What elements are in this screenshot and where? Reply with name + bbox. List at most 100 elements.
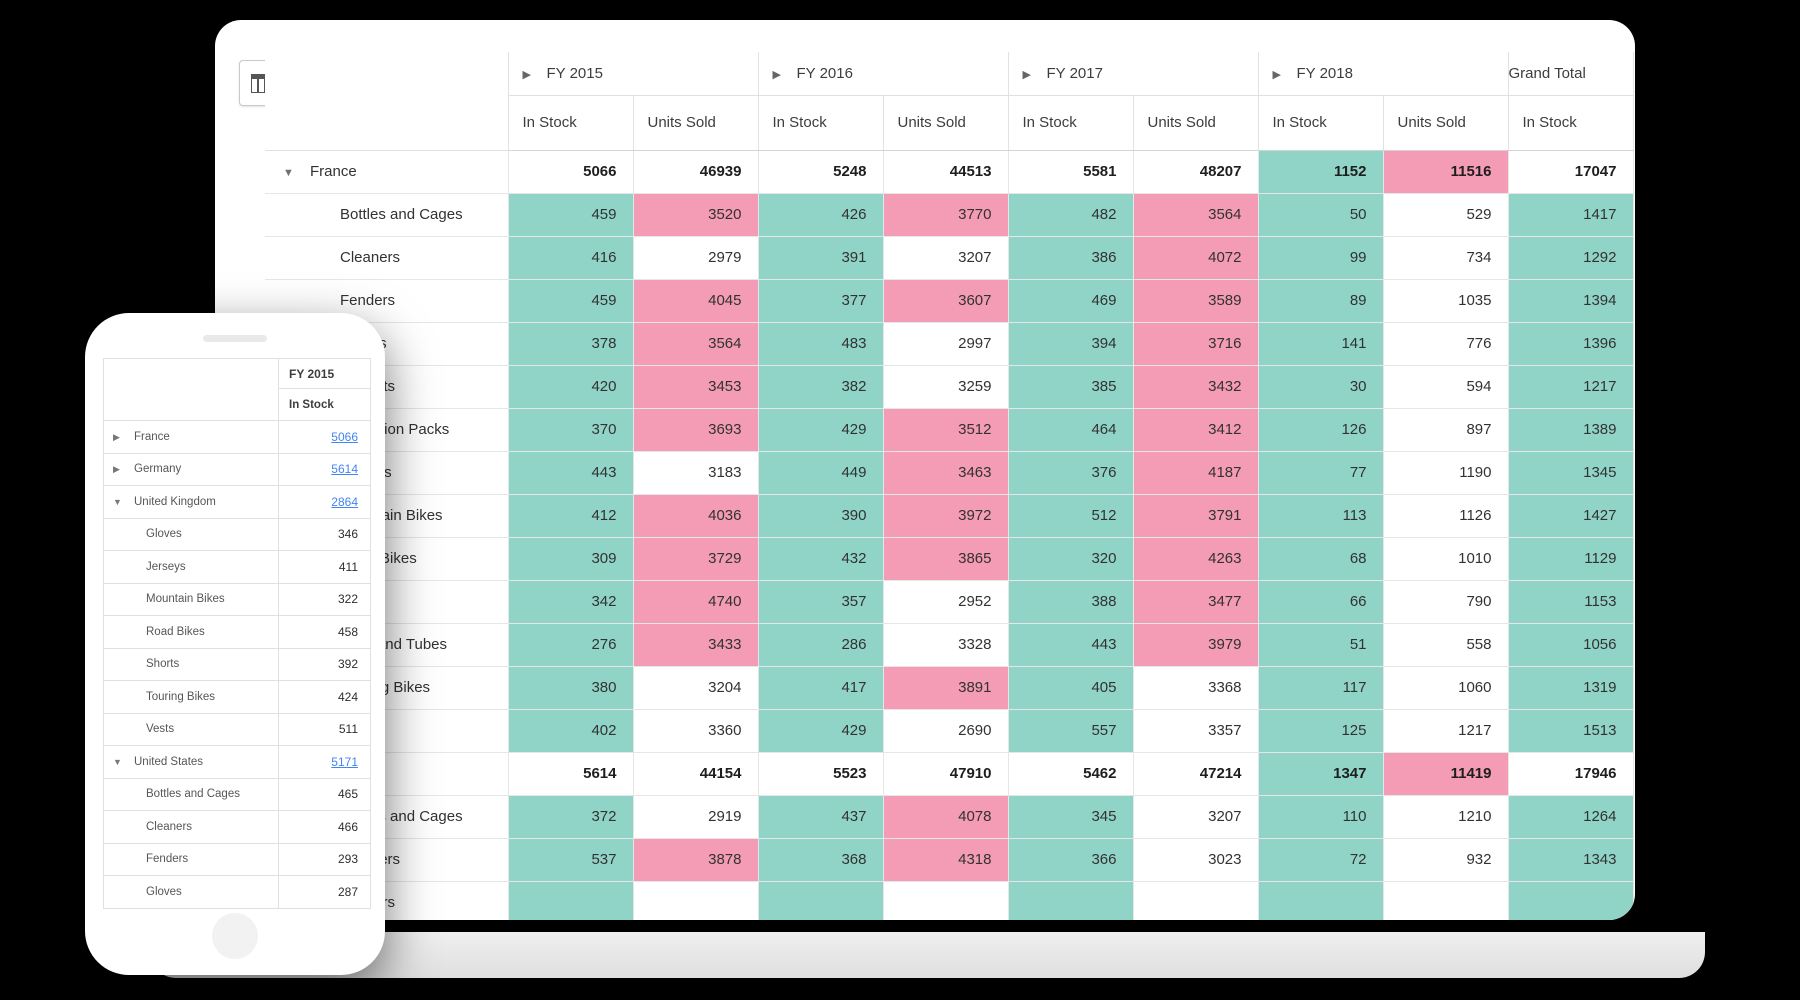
- value-cell: 2690: [883, 709, 1009, 753]
- value-cell: 5523: [758, 752, 884, 796]
- phone-row-label-united-kingdom[interactable]: ▼ United Kingdom: [103, 485, 279, 519]
- phone-measure-header: In Stock: [278, 388, 371, 421]
- measure-header-2-in-stock: In Stock: [758, 95, 884, 151]
- value-cell: 3878: [633, 838, 759, 882]
- expand-expanded-icon[interactable]: ▼: [113, 756, 122, 767]
- value-cell: 3259: [883, 365, 1009, 409]
- phone-value-cell: 287: [278, 875, 371, 909]
- value-cell: 3564: [633, 322, 759, 366]
- phone-row-germany: ▶ Germany 5614: [103, 452, 371, 486]
- value-cell: 459: [508, 279, 634, 323]
- value-cell: 380: [508, 666, 634, 710]
- value-cell: 388: [1008, 580, 1134, 624]
- value-cell: 4078: [883, 795, 1009, 839]
- phone-value-cell: 5614: [278, 452, 371, 486]
- drilldown-total-link[interactable]: 2864: [331, 494, 358, 509]
- expand-collapsed-icon[interactable]: ▶: [1022, 68, 1031, 81]
- value-cell: 126: [1258, 408, 1384, 452]
- value-cell: 3023: [1133, 838, 1259, 882]
- measure-header-7-units-sold: Units Sold: [1383, 95, 1509, 151]
- value-cell: 3453: [633, 365, 759, 409]
- value-cell: 382: [758, 365, 884, 409]
- phone-row-shorts: Shorts 392: [103, 647, 371, 681]
- value-cell: 5248: [758, 150, 884, 194]
- value-cell: 512: [1008, 494, 1134, 538]
- value-cell: 376: [1008, 451, 1134, 495]
- value-cell: 1427: [1508, 494, 1634, 538]
- value-cell: 3716: [1133, 322, 1259, 366]
- value-cell: 464: [1008, 408, 1134, 452]
- pivot-row-germany: ▼Germany56144415455234791054624721413471…: [265, 752, 1634, 796]
- pivot-row-fenders: Fenders: [265, 881, 1634, 920]
- phone-row-label-united-states[interactable]: ▼ United States: [103, 745, 279, 779]
- value-cell: [1258, 881, 1384, 920]
- column-group-row: ▶ FY 2015 ▶ FY 2016 ▶ FY 2017 ▶ FY 2018 Grand To…: [265, 52, 1634, 151]
- value-cell: 385: [1008, 365, 1134, 409]
- expand-collapsed-icon[interactable]: ▶: [522, 68, 531, 81]
- phone-row-bottles-and-cages: Bottles and Cages 465: [103, 777, 371, 811]
- column-group-fy-2015[interactable]: ▶ FY 2015: [508, 52, 759, 96]
- value-cell: 3979: [1133, 623, 1259, 667]
- pivot-table-container: ▶ FY 2015 ▶ FY 2016 ▶ FY 2017 ▶ FY 2018 Grand To…: [239, 52, 1634, 920]
- pivot-row-mountain-bikes: Mountain Bikes 412 4036 390 3972 512 3791 113 11…: [265, 494, 1634, 538]
- value-cell: 594: [1383, 365, 1509, 409]
- value-cell: 345: [1008, 795, 1134, 839]
- expand-expanded-icon[interactable]: ▼: [283, 167, 294, 179]
- pivot-row-jerseys: Jerseys4433183449346337641877711901345: [265, 451, 1634, 495]
- phone-value-cell: 5171: [278, 745, 371, 779]
- phone-row-touring-bikes: Touring Bikes 424: [103, 680, 371, 714]
- value-cell: [633, 881, 759, 920]
- value-cell: 11516: [1383, 150, 1509, 194]
- value-cell: 378: [508, 322, 634, 366]
- value-cell: 3891: [883, 666, 1009, 710]
- value-cell: 776: [1383, 322, 1509, 366]
- value-cell: 46939: [633, 150, 759, 194]
- expand-collapsed-icon[interactable]: ▶: [113, 431, 120, 442]
- value-cell: 1153: [1508, 580, 1634, 624]
- value-cell: 1389: [1508, 408, 1634, 452]
- expand-collapsed-icon[interactable]: ▶: [1272, 68, 1281, 81]
- value-cell: 377: [758, 279, 884, 323]
- value-cell: [883, 881, 1009, 920]
- value-cell: 372: [508, 795, 634, 839]
- row-label-france[interactable]: ▼ France: [265, 150, 509, 194]
- value-cell: 3770: [883, 193, 1009, 237]
- value-cell: 370: [508, 408, 634, 452]
- value-cell: 459: [508, 193, 634, 237]
- value-cell: 4045: [633, 279, 759, 323]
- phone-row-label-road-bikes: Road Bikes: [103, 615, 279, 649]
- drilldown-total-link[interactable]: 5171: [331, 754, 358, 769]
- value-cell: 3412: [1133, 408, 1259, 452]
- value-cell: 437: [758, 795, 884, 839]
- value-cell: [1133, 881, 1259, 920]
- column-group-fy-2016[interactable]: ▶ FY 2016: [758, 52, 1009, 96]
- phone-row-label-jerseys: Jerseys: [103, 550, 279, 584]
- phone-row-label-france[interactable]: ▶ France: [103, 420, 279, 454]
- value-cell: 482: [1008, 193, 1134, 237]
- value-cell: 3589: [1133, 279, 1259, 323]
- value-cell: 3477: [1133, 580, 1259, 624]
- drilldown-total-link[interactable]: 5066: [331, 429, 358, 444]
- column-group-fy-2018[interactable]: ▶ FY 2018: [1258, 52, 1509, 96]
- phone-row-label-gloves: Gloves: [103, 875, 279, 909]
- phone-row-label-germany[interactable]: ▶ Germany: [103, 452, 279, 486]
- value-cell: 3972: [883, 494, 1009, 538]
- value-cell: 1513: [1508, 709, 1634, 753]
- expand-collapsed-icon[interactable]: ▶: [772, 68, 781, 81]
- expand-expanded-icon[interactable]: ▼: [113, 496, 122, 507]
- expand-collapsed-icon[interactable]: ▶: [113, 464, 120, 475]
- value-cell: 47910: [883, 752, 1009, 796]
- phone-value-cell: 465: [278, 777, 371, 811]
- value-cell: 3693: [633, 408, 759, 452]
- drilldown-total-link[interactable]: 5614: [331, 462, 358, 477]
- column-group-fy-2017[interactable]: ▶ FY 2017: [1008, 52, 1259, 96]
- value-cell: 3432: [1133, 365, 1259, 409]
- value-cell: 897: [1383, 408, 1509, 452]
- value-cell: 17047: [1508, 150, 1634, 194]
- phone-corner-cell: [103, 358, 279, 421]
- phone-row-label-bottles-and-cages: Bottles and Cages: [103, 777, 279, 811]
- value-cell: 1060: [1383, 666, 1509, 710]
- pivot-row-tires-and-tubes: Tires and Tubes 276 3433 286 3328 443 3979 51 55…: [265, 623, 1634, 667]
- value-cell: 357: [758, 580, 884, 624]
